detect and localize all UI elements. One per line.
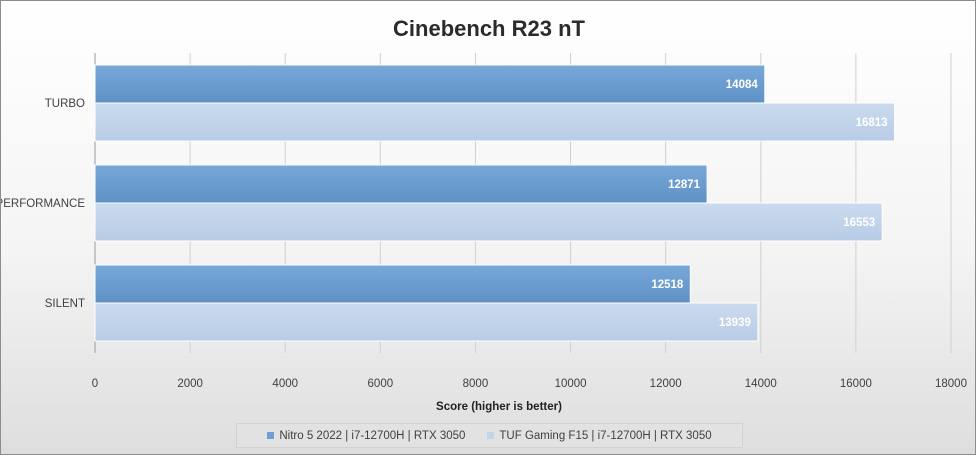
bar xyxy=(94,164,708,204)
x-tick-label: 12000 xyxy=(650,378,682,390)
x-tick-label: 18000 xyxy=(935,378,967,390)
legend-item: TUF Gaming F15 | i7-12700H | RTX 3050 xyxy=(487,429,712,442)
x-tick-label: 10000 xyxy=(555,378,587,390)
x-tick-label: 16000 xyxy=(840,378,872,390)
chart-legend: Nitro 5 2022 | i7-12700H | RTX 3050 TUF … xyxy=(236,423,743,448)
data-label: 16813 xyxy=(856,117,888,129)
bar xyxy=(94,264,691,304)
x-tick-label: 14000 xyxy=(745,378,777,390)
data-label: 16553 xyxy=(843,217,875,229)
y-tick-label: SILENT xyxy=(45,298,85,310)
x-tick-label: 6000 xyxy=(368,378,394,390)
x-tick-label: 2000 xyxy=(177,378,203,390)
x-tick-label: 4000 xyxy=(272,378,298,390)
bar xyxy=(94,64,766,104)
y-tick-label: PERFORMANCE xyxy=(1,198,85,210)
chart-title: Cinebench R23 nT xyxy=(393,16,585,41)
legend-label: Nitro 5 2022 | i7-12700H | RTX 3050 xyxy=(279,429,466,442)
x-axis-title: Score (higher is better) xyxy=(436,401,562,413)
bar xyxy=(94,102,896,142)
data-label: 12518 xyxy=(651,279,684,291)
y-tick-label: TURBO xyxy=(45,98,85,110)
bar xyxy=(94,202,883,242)
legend-item: Nitro 5 2022 | i7-12700H | RTX 3050 xyxy=(267,430,465,442)
data-label: 13939 xyxy=(719,317,751,329)
x-tick-label: 0 xyxy=(92,378,98,390)
bar xyxy=(94,302,759,342)
x-tick-label: 8000 xyxy=(463,378,489,390)
data-label: 14084 xyxy=(726,79,759,91)
data-label: 12871 xyxy=(668,179,701,191)
legend-swatch xyxy=(267,432,275,439)
legend-swatch xyxy=(487,432,495,439)
legend-label: TUF Gaming F15 | i7-12700H | RTX 3050 xyxy=(499,429,712,442)
